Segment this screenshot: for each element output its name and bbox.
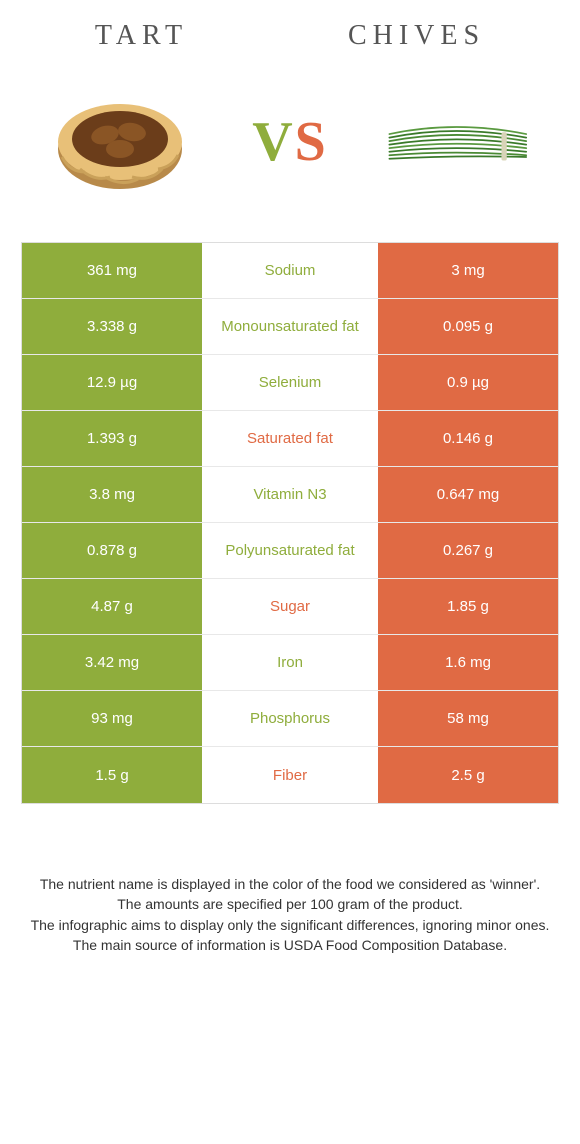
nutrient-label: Fiber	[202, 747, 378, 803]
nutrient-label: Sodium	[202, 243, 378, 298]
left-value: 361 mg	[22, 243, 202, 298]
footer-line: The nutrient name is displayed in the co…	[25, 874, 555, 894]
table-row: 4.87 gSugar1.85 g	[22, 579, 558, 635]
nutrient-label: Vitamin N3	[202, 467, 378, 522]
nutrient-label: Phosphorus	[202, 691, 378, 746]
right-value: 0.267 g	[378, 523, 558, 578]
footer-line: The infographic aims to display only the…	[25, 915, 555, 935]
nutrient-label: Sugar	[202, 579, 378, 634]
nutrient-label: Selenium	[202, 355, 378, 410]
nutrient-label: Saturated fat	[202, 411, 378, 466]
table-row: 1.5 gFiber2.5 g	[22, 747, 558, 803]
nutrient-label: Monounsaturated fat	[202, 299, 378, 354]
table-row: 3.338 gMonounsaturated fat0.095 g	[22, 299, 558, 355]
table-row: 361 mgSodium3 mg	[22, 243, 558, 299]
right-value: 0.647 mg	[378, 467, 558, 522]
left-value: 3.338 g	[22, 299, 202, 354]
left-value: 93 mg	[22, 691, 202, 746]
left-value: 4.87 g	[22, 579, 202, 634]
left-value: 1.393 g	[22, 411, 202, 466]
right-value: 1.6 mg	[378, 635, 558, 690]
vs-v: V	[252, 111, 294, 173]
table-row: 93 mgPhosphorus58 mg	[22, 691, 558, 747]
right-value: 1.85 g	[378, 579, 558, 634]
header-left: Tart	[95, 20, 188, 52]
tart-image	[45, 77, 195, 207]
right-value: 0.095 g	[378, 299, 558, 354]
vs-label: VS	[252, 110, 328, 174]
footer-notes: The nutrient name is displayed in the co…	[15, 874, 565, 955]
comparison-table: 361 mgSodium3 mg3.338 gMonounsaturated f…	[21, 242, 559, 804]
footer-line: The main source of information is USDA F…	[25, 935, 555, 955]
right-value: 2.5 g	[378, 747, 558, 803]
table-row: 0.878 gPolyunsaturated fat0.267 g	[22, 523, 558, 579]
left-value: 12.9 µg	[22, 355, 202, 410]
nutrient-label: Polyunsaturated fat	[202, 523, 378, 578]
table-row: 3.8 mgVitamin N30.647 mg	[22, 467, 558, 523]
right-value: 3 mg	[378, 243, 558, 298]
right-value: 0.146 g	[378, 411, 558, 466]
left-value: 3.8 mg	[22, 467, 202, 522]
left-value: 0.878 g	[22, 523, 202, 578]
right-value: 58 mg	[378, 691, 558, 746]
hero-row: VS	[45, 72, 535, 212]
header-right: Chives	[348, 20, 485, 52]
vs-s: S	[295, 111, 328, 173]
right-value: 0.9 µg	[378, 355, 558, 410]
left-value: 1.5 g	[22, 747, 202, 803]
table-row: 12.9 µgSelenium0.9 µg	[22, 355, 558, 411]
table-row: 1.393 gSaturated fat0.146 g	[22, 411, 558, 467]
chives-image	[385, 77, 535, 207]
nutrient-label: Iron	[202, 635, 378, 690]
table-row: 3.42 mgIron1.6 mg	[22, 635, 558, 691]
left-value: 3.42 mg	[22, 635, 202, 690]
header: Tart Chives	[15, 20, 565, 52]
footer-line: The amounts are specified per 100 gram o…	[25, 894, 555, 914]
